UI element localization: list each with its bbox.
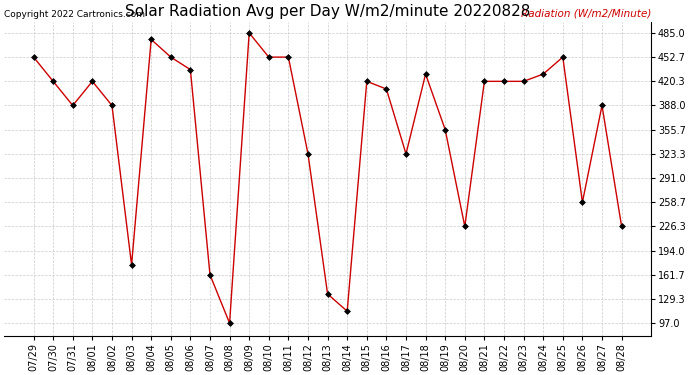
- Title: Solar Radiation Avg per Day W/m2/minute 20220828: Solar Radiation Avg per Day W/m2/minute …: [125, 4, 531, 19]
- Text: Copyright 2022 Cartronics.com: Copyright 2022 Cartronics.com: [4, 10, 145, 19]
- Text: Radiation (W/m2/Minute): Radiation (W/m2/Minute): [521, 9, 651, 19]
